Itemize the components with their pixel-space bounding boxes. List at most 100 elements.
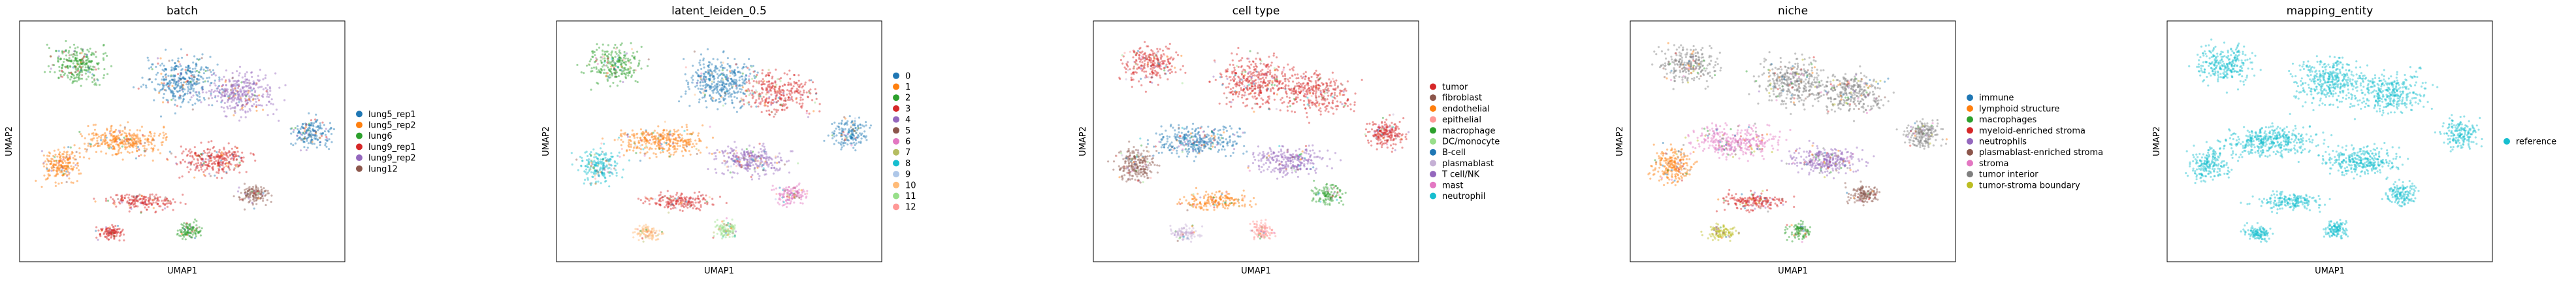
scatter-point [54, 181, 57, 184]
scatter-point [84, 148, 87, 150]
scatter-point [639, 199, 642, 202]
scatter-point [85, 56, 88, 58]
scatter-point [59, 58, 63, 60]
scatter-point [740, 106, 743, 109]
scatter-point [240, 192, 242, 194]
scatter-point [783, 109, 786, 111]
scatter-point [733, 224, 736, 227]
scatter-point [803, 91, 805, 94]
scatter-point [325, 128, 327, 130]
scatter-point [63, 58, 66, 60]
scatter-point [600, 69, 603, 72]
scatter-point [188, 161, 191, 164]
scatter-point [771, 99, 774, 101]
scatter-point [630, 145, 632, 148]
scatter-point [145, 196, 148, 198]
scatter-point [196, 94, 199, 97]
scatter-point [305, 149, 308, 152]
scatter-point [588, 60, 591, 63]
scatter-point [668, 143, 670, 145]
scatter-point [191, 67, 194, 70]
scatter-point [130, 203, 133, 205]
scatter-point [797, 91, 799, 94]
legend-label: lung9_rep1 [368, 143, 416, 152]
scatter-point [781, 84, 784, 87]
scatter-point [174, 201, 176, 203]
scatter-point [764, 169, 767, 172]
scatter-point [799, 202, 802, 204]
scatter-point [116, 224, 120, 227]
scatter-point [219, 155, 221, 158]
scatter-point [326, 139, 329, 142]
scatter-point [191, 79, 193, 81]
scatter-point [226, 88, 229, 91]
scatter-point [150, 147, 153, 150]
scatter-point [779, 186, 781, 189]
scatter-point [246, 81, 250, 84]
scatter-point [144, 196, 146, 199]
scatter-point [305, 129, 308, 132]
scatter-point [790, 188, 792, 190]
scatter-point [183, 228, 185, 230]
scatter-point [221, 153, 224, 156]
scatter-point [243, 90, 246, 93]
scatter-point [167, 82, 170, 85]
scatter-point [195, 63, 198, 66]
scatter-point [265, 87, 267, 90]
scatter-point [587, 154, 589, 158]
scatter-point [178, 94, 182, 97]
scatter-point [223, 92, 226, 96]
scatter-point [231, 77, 234, 80]
scatter-point [311, 141, 314, 143]
scatter-point [290, 143, 293, 145]
scatter-point [104, 52, 107, 54]
scatter-point [833, 121, 836, 124]
scatter-point [779, 159, 782, 162]
scatter-point [77, 68, 80, 71]
scatter-point [242, 95, 244, 97]
scatter-point [238, 155, 241, 158]
scatter-point [197, 79, 199, 82]
scatter-point [250, 86, 252, 89]
scatter-point [67, 170, 69, 173]
scatter-point [185, 83, 188, 86]
scatter-point [126, 202, 129, 204]
scatter-point [308, 122, 310, 125]
scatter-point [187, 76, 191, 79]
scatter-point [305, 137, 308, 140]
scatter-point [172, 86, 175, 89]
scatter-point [782, 99, 785, 102]
scatter-point [664, 133, 666, 136]
scatter-point [104, 230, 107, 233]
scatter-point [324, 133, 327, 136]
scatter-point [54, 71, 56, 74]
scatter-point [213, 71, 216, 74]
scatter-point [227, 166, 230, 169]
scatter-point [238, 72, 241, 75]
scatter-point [745, 95, 748, 97]
scatter-point [100, 228, 103, 230]
scatter-point [87, 64, 89, 67]
scatter-point [186, 92, 189, 95]
scatter-point [212, 167, 214, 170]
scatter-point [259, 79, 261, 82]
scatter-point [323, 124, 325, 126]
legend-label: lung9_rep2 [368, 154, 416, 164]
scatter-point [683, 58, 685, 60]
scatter-point [194, 233, 197, 236]
scatter-point [72, 56, 74, 58]
scatter-point [818, 110, 821, 113]
scatter-point [194, 169, 197, 171]
scatter-point [166, 158, 169, 160]
scatter-point [224, 115, 227, 118]
scatter-point [129, 143, 132, 147]
scatter-point [729, 222, 732, 225]
scatter-point [814, 88, 816, 90]
scatter-point [188, 228, 191, 230]
scatter-point [80, 69, 82, 72]
scatter-point [167, 99, 169, 102]
scatter-point [625, 150, 628, 152]
scatter-point [715, 171, 718, 174]
scatter-point [715, 157, 718, 160]
scatter-point [113, 230, 116, 232]
